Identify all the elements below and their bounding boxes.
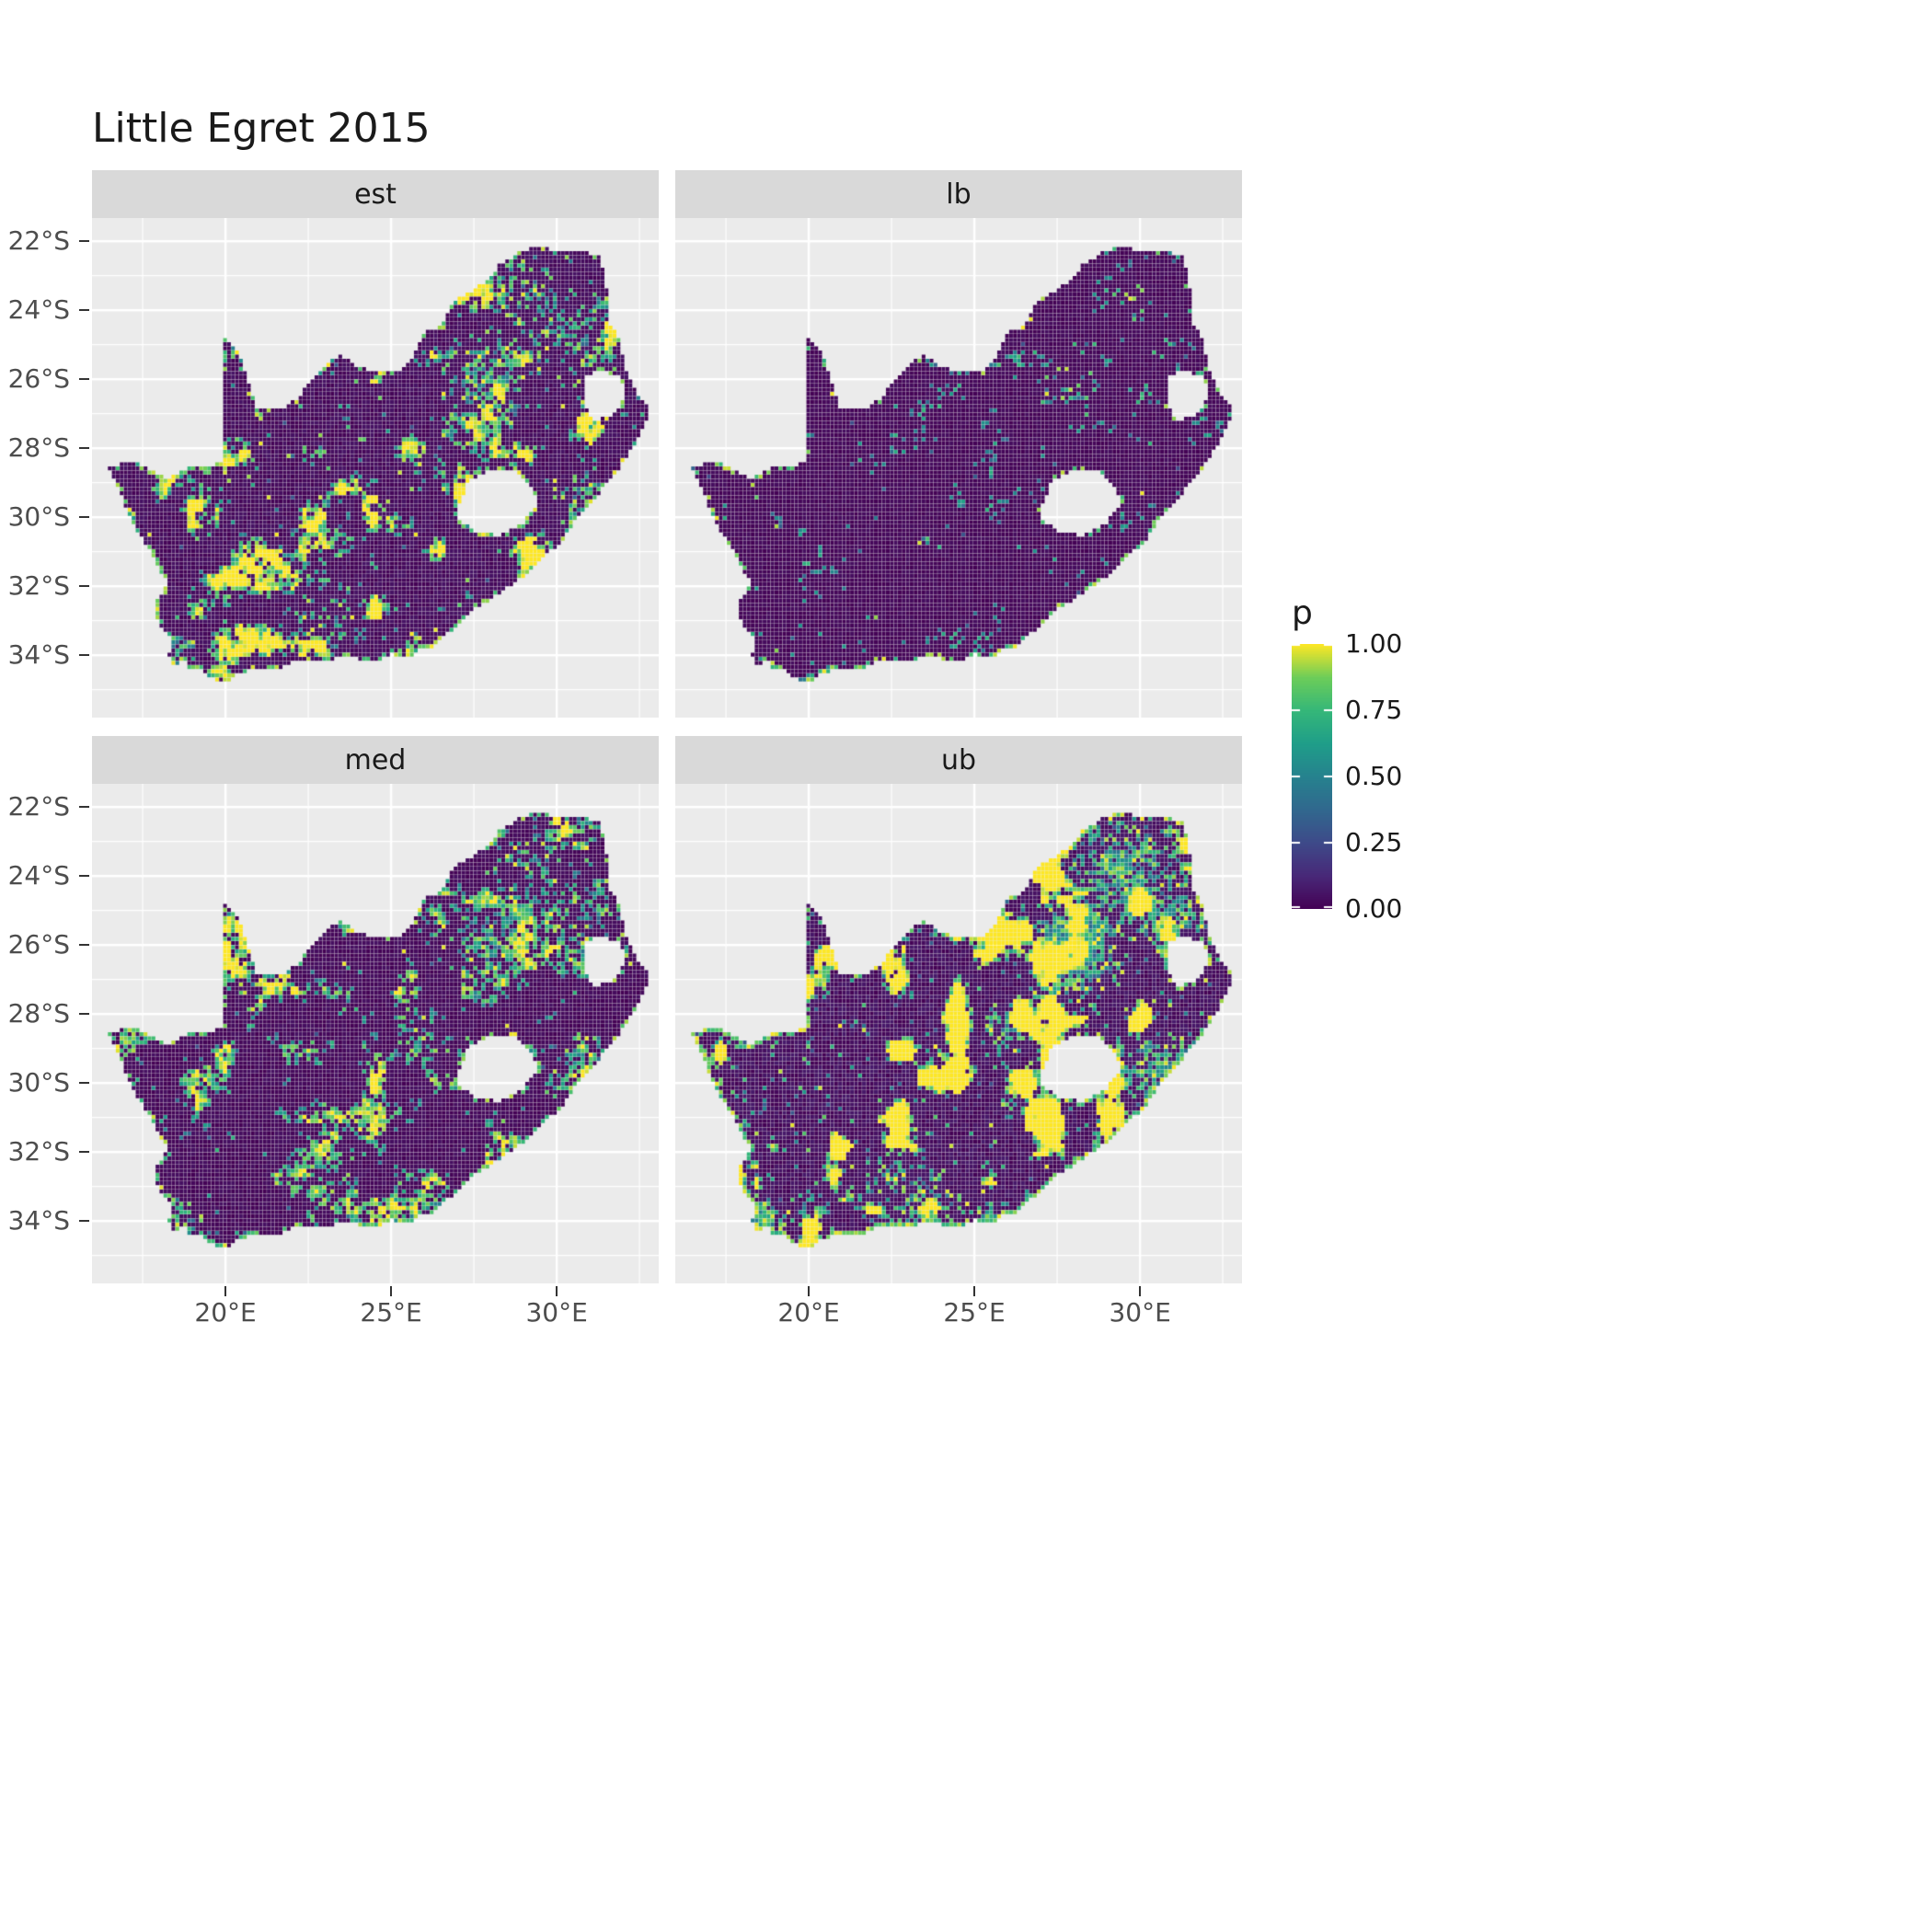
x-axis-tick-label: 30°E: [525, 1297, 588, 1328]
facet-map-lb: [675, 218, 1242, 718]
legend-tick-label: 0.50: [1345, 761, 1403, 791]
y-axis-tick-mark: [79, 1150, 89, 1154]
y-axis-tick-mark: [79, 874, 89, 878]
y-axis-tick-label: 28°S: [7, 432, 70, 464]
y-axis-tick-mark: [79, 1081, 89, 1085]
y-axis-tick-mark: [79, 584, 89, 588]
y-axis-tick-label: 32°S: [7, 1136, 70, 1167]
x-axis-tick-label: 20°E: [194, 1297, 257, 1328]
x-axis-tick-label: 20°E: [777, 1297, 840, 1328]
x-axis-tick-label: 25°E: [943, 1297, 1006, 1328]
facet-lb: lb: [675, 170, 1242, 718]
y-axis-tick-mark: [79, 943, 89, 947]
facet-strip-est: est: [92, 170, 659, 218]
legend-colorbar: [1292, 644, 1332, 909]
y-axis-tick-label: 34°S: [7, 1205, 70, 1236]
x-axis-tick-mark: [1138, 1286, 1142, 1296]
y-axis-tick-label: 22°S: [7, 791, 70, 822]
y-axis-tick-label: 24°S: [7, 294, 70, 326]
legend-tick-label: 1.00: [1345, 628, 1403, 659]
facet-map-ub: [675, 784, 1242, 1283]
y-axis-tick-label: 24°S: [7, 860, 70, 891]
chart-title: Little Egret 2015: [92, 105, 431, 152]
y-axis-tick-label: 30°S: [7, 501, 70, 533]
y-axis-tick-mark: [79, 308, 89, 312]
facet-est: est: [92, 170, 659, 718]
y-axis-tick-mark: [79, 805, 89, 809]
y-axis-tick-label: 28°S: [7, 998, 70, 1029]
y-axis-tick-mark: [79, 239, 89, 243]
facet-strip-label: ub: [940, 743, 977, 776]
y-axis-tick-label: 30°S: [7, 1067, 70, 1098]
y-axis-tick-mark: [79, 1012, 89, 1016]
y-axis-tick-label: 26°S: [7, 929, 70, 960]
x-axis-tick-mark: [224, 1286, 227, 1296]
x-axis-tick-label: 30°E: [1109, 1297, 1171, 1328]
y-axis-tick-mark: [79, 515, 89, 519]
x-axis-tick-mark: [389, 1286, 393, 1296]
x-axis-tick-mark: [972, 1286, 976, 1296]
facet-ub: ub: [675, 736, 1242, 1283]
x-axis-tick-label: 25°E: [360, 1297, 422, 1328]
legend-tick-label: 0.75: [1345, 695, 1403, 725]
x-axis-tick-mark: [555, 1286, 558, 1296]
y-axis-tick-label: 22°S: [7, 225, 70, 257]
y-axis-tick-mark: [79, 446, 89, 450]
facet-strip-label: est: [354, 178, 397, 211]
y-axis-tick-mark: [79, 377, 89, 381]
facet-strip-med: med: [92, 736, 659, 784]
facet-strip-lb: lb: [675, 170, 1242, 218]
facet-map-est: [92, 218, 659, 718]
y-axis-tick-mark: [79, 1219, 89, 1223]
facet-med: med: [92, 736, 659, 1283]
legend-tick-label: 0.25: [1345, 827, 1403, 857]
y-axis-tick-label: 32°S: [7, 570, 70, 602]
y-axis-tick-mark: [79, 653, 89, 657]
legend-title: p: [1292, 594, 1313, 632]
facet-strip-label: med: [344, 743, 407, 776]
facet-strip-label: lb: [946, 178, 972, 211]
facet-strip-ub: ub: [675, 736, 1242, 784]
x-axis-tick-mark: [807, 1286, 811, 1296]
legend-tick-label: 0.00: [1345, 893, 1403, 924]
y-axis-tick-label: 34°S: [7, 639, 70, 671]
facet-map-med: [92, 784, 659, 1283]
y-axis-tick-label: 26°S: [7, 363, 70, 395]
